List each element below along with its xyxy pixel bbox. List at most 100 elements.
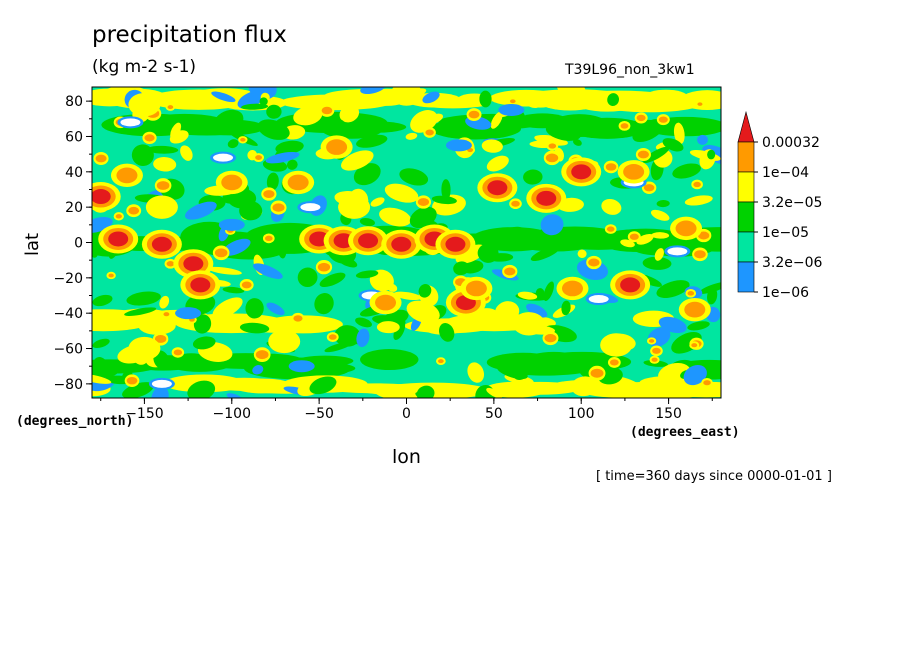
field-texture-blob — [379, 207, 412, 227]
field-texture-blob — [467, 362, 485, 383]
field-texture-blob — [697, 102, 703, 106]
x-tick-label: 50 — [485, 406, 503, 422]
field-dry-spot — [300, 203, 321, 212]
field-texture-blob — [601, 198, 622, 215]
field-texture-blob — [124, 307, 157, 316]
field-texture-blob — [393, 321, 406, 341]
run-name-label: T39L96_non_3kw1 — [565, 62, 695, 78]
field-texture-blob — [707, 287, 718, 305]
field-texture-blob — [239, 201, 263, 221]
field-texture-blob — [673, 122, 685, 145]
colorbar-legend: 0.00032 1e−04 3.2e−05 1e−05 3.2e−06 1e−06 — [737, 110, 823, 301]
field-hotspot — [561, 280, 583, 297]
field-hotspot — [620, 277, 641, 293]
field-dry-spot — [445, 139, 472, 152]
field-texture-blob — [92, 294, 113, 307]
x-axis-unit: (degrees_east) — [630, 425, 740, 440]
field-dry-spot — [288, 360, 315, 373]
field-texture-blob — [213, 109, 244, 134]
field-texture-blob — [355, 317, 372, 328]
y-tick-label: 80 — [65, 94, 83, 110]
x-axis-title: lon — [392, 446, 421, 468]
field-texture-blob — [590, 368, 604, 378]
field-texture-blob — [540, 214, 564, 236]
field-texture-blob — [490, 111, 503, 129]
field-texture-blob — [227, 139, 239, 149]
field-texture-blob — [561, 300, 571, 316]
field-hotspot — [600, 333, 633, 357]
field-texture-blob — [259, 97, 268, 106]
field-texture-blob — [510, 357, 534, 373]
field-texture-blob — [393, 291, 422, 301]
field-hotspot — [145, 195, 178, 219]
field-texture-blob — [144, 134, 155, 142]
field-texture-blob — [266, 302, 285, 316]
field-texture-blob — [693, 181, 701, 188]
colorbar-label: 1e−05 — [762, 225, 809, 241]
field-texture-blob — [252, 365, 264, 375]
field-texture-blob — [239, 322, 270, 334]
field-texture-blob — [255, 155, 263, 160]
field-hotspot — [391, 236, 412, 252]
field-texture-blob — [340, 150, 374, 171]
y-tick-label: −40 — [53, 306, 83, 322]
field-texture-blob — [687, 321, 710, 331]
field-texture-blob — [180, 145, 193, 161]
field-texture-blob — [543, 281, 554, 301]
field-band-blob — [344, 121, 407, 133]
field-texture-blob — [328, 334, 337, 340]
field-texture-blob — [272, 203, 285, 212]
field-texture-blob — [544, 333, 557, 343]
field-texture-blob — [131, 144, 154, 167]
field-dry-spot — [120, 118, 141, 127]
field-texture-blob — [275, 140, 304, 155]
field-texture-blob — [309, 376, 337, 395]
field-texture-blob — [334, 325, 361, 347]
y-axis-ticks: −80 −60 −40 −20 0 20 40 60 80 — [53, 94, 92, 393]
field-texture-blob — [265, 151, 300, 164]
field-dry-spot — [218, 218, 245, 231]
field-texture-blob — [212, 297, 243, 319]
x-axis-ticks: −150 −100 −50 0 50 100 150 — [100, 398, 713, 422]
field-hotspot — [536, 190, 557, 206]
field-texture-blob — [214, 248, 228, 258]
field-hotspot — [512, 312, 545, 336]
field-texture-blob — [637, 150, 649, 159]
field-texture-blob — [245, 298, 264, 319]
field-texture-blob — [548, 143, 557, 149]
field-hotspot — [358, 233, 379, 249]
field-texture-blob — [356, 134, 388, 148]
field-texture-blob — [92, 338, 110, 349]
field-texture-blob — [662, 138, 684, 152]
field-texture-blob — [264, 235, 273, 242]
field-texture-blob — [636, 114, 646, 122]
field-dry-spot — [588, 295, 609, 304]
x-tick-label: 100 — [568, 406, 595, 422]
field-texture-blob — [684, 195, 713, 206]
field-texture-blob — [297, 267, 318, 288]
field-texture-blob — [422, 91, 440, 104]
field-texture-blob — [356, 328, 370, 348]
field-texture-blob — [607, 93, 619, 107]
field-texture-blob — [609, 359, 619, 366]
time-annotation: [ time=360 days since 0000-01-01 ] — [596, 469, 832, 484]
field-texture-blob — [455, 244, 486, 264]
field-hotspot — [128, 336, 161, 361]
field-texture-blob — [293, 106, 323, 126]
colorbar-label: 3.2e−05 — [762, 195, 822, 211]
field-texture-blob — [651, 232, 670, 239]
field-texture-blob — [648, 339, 655, 343]
field-texture-blob — [697, 231, 710, 240]
field-hotspot — [92, 189, 111, 205]
field-texture-blob — [126, 291, 161, 306]
x-tick-label: 0 — [402, 406, 411, 422]
field-texture-blob — [545, 123, 581, 141]
field-dry-spot — [498, 103, 525, 116]
field-texture-blob — [384, 183, 419, 203]
field-texture-blob — [656, 280, 690, 298]
field-texture-blob — [545, 153, 559, 163]
y-tick-label: −80 — [53, 377, 83, 393]
field-texture-blob — [122, 382, 154, 398]
field-hotspot — [571, 164, 592, 180]
